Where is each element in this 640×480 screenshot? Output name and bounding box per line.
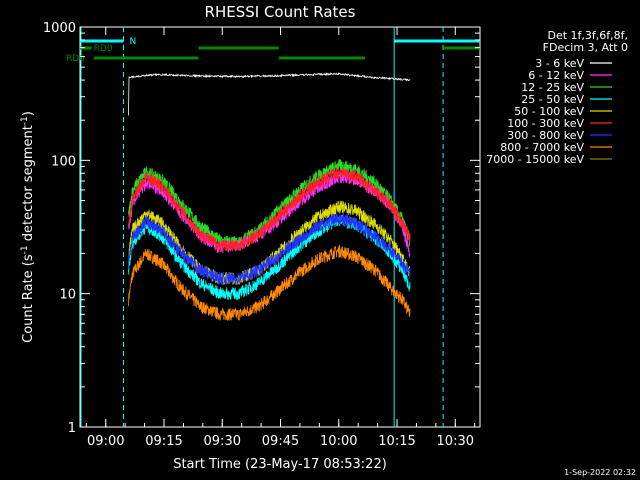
y-axis-label-sup2: -1	[20, 116, 30, 125]
legend-label-6: 300 - 800 keV	[507, 129, 584, 142]
legend: Det 1f,3f,6f,8f, FDecim 3, Att 0 3 - 6 k…	[486, 29, 628, 166]
legend-label-7: 800 - 7000 keV	[500, 141, 584, 154]
x-tick-label-5: 10:15	[378, 434, 415, 449]
legend-header-line2: FDecim 3, Att 0	[543, 41, 628, 54]
solid-time-markers	[80, 27, 395, 427]
x-tick-label-4: 10:00	[320, 434, 357, 449]
series-line-4	[128, 200, 411, 285]
x-tick-label-6: 10:30	[437, 434, 474, 449]
y-axis-label: Count Rate (s-1 detector segment-1)	[20, 111, 36, 343]
generation-timestamp: 1-Sep-2022 02:32	[564, 468, 636, 477]
legend-label-5: 100 - 300 keV	[507, 117, 584, 130]
y-tick-label-2: 100	[51, 154, 76, 169]
y-axis-label-sup1: -1	[20, 245, 30, 254]
y-axis-label-end: )	[21, 111, 36, 116]
state-label-RD0: RD0	[94, 44, 113, 54]
series-line-5	[128, 167, 411, 252]
legend-label-4: 50 - 100 keV	[514, 105, 584, 118]
instrument-state-bars: N RD0 RD6	[66, 37, 480, 64]
y-axis-label-mid: detector segment	[21, 125, 36, 245]
state-label-N: N	[129, 37, 136, 47]
y-tick-label-1: 10	[59, 288, 76, 303]
series-line-0	[128, 72, 411, 116]
x-axis-label: Start Time (23-May-17 08:53:22)	[173, 457, 387, 472]
x-tick-label-0: 09:00	[87, 434, 124, 449]
count-rate-series	[128, 72, 411, 321]
y-axis-ticks: 1 10 100 1000	[43, 21, 480, 436]
legend-label-3: 25 - 50 keV	[521, 93, 584, 106]
y-axis-label-main: Count Rate (s	[21, 254, 36, 343]
y-tick-label-3: 1000	[43, 21, 76, 36]
series-line-7	[128, 244, 411, 321]
legend-label-0: 3 - 6 keV	[535, 57, 584, 70]
legend-label-1: 6 - 12 keV	[528, 69, 584, 82]
x-tick-label-2: 09:30	[204, 434, 241, 449]
legend-label-2: 12 - 25 keV	[521, 81, 584, 94]
x-axis-ticks: 09:00 09:15 09:30 09:45 10:00 10:15 10:30	[85, 27, 476, 449]
dashed-time-markers	[122, 27, 444, 427]
legend-label-8: 7000 - 15000 keV	[486, 153, 584, 166]
chart-title: RHESSI Count Rates	[205, 3, 356, 21]
x-tick-label-3: 09:45	[262, 434, 299, 449]
plot-frame	[79, 26, 481, 428]
series-line-6	[128, 212, 411, 285]
x-tick-label-1: 09:15	[145, 434, 182, 449]
y-tick-label-0: 1	[68, 421, 76, 436]
state-label-RD6: RD6	[66, 54, 85, 64]
legend-header-line1: Det 1f,3f,6f,8f,	[547, 29, 628, 42]
